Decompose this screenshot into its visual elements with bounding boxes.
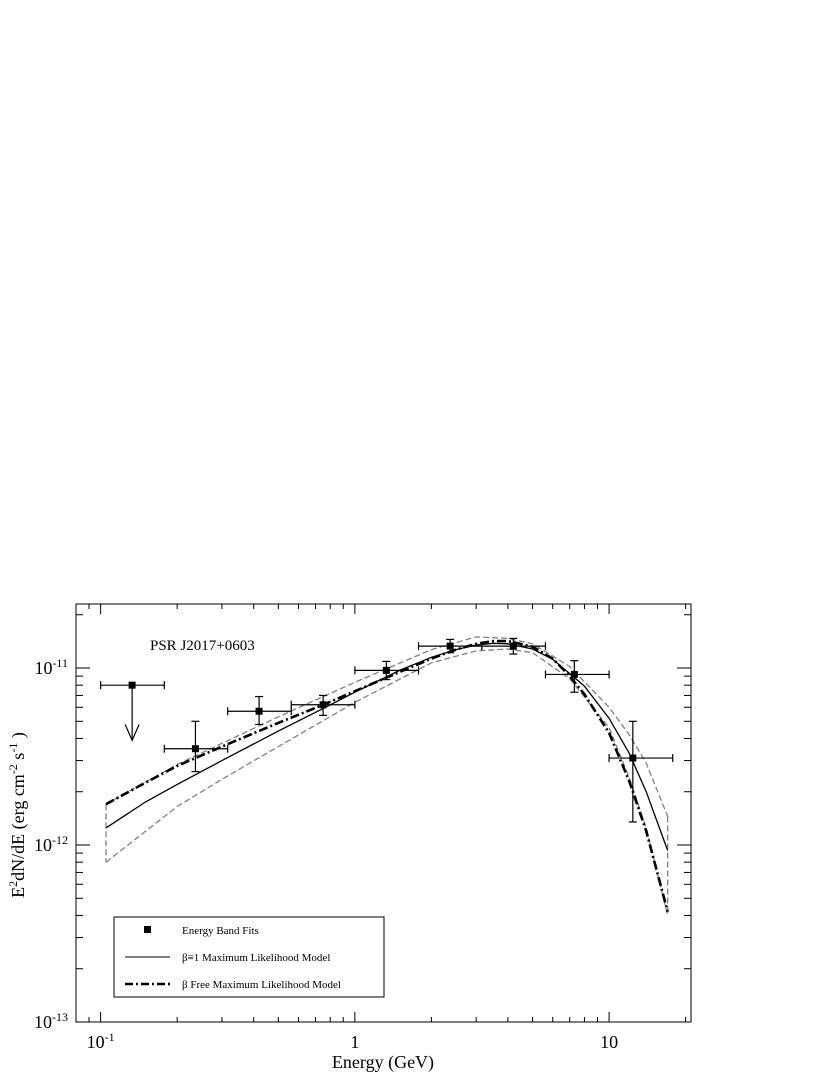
plot-frame xyxy=(75,603,692,1023)
x-tick-label: 1 xyxy=(350,1032,359,1052)
y-axis-label: E2dN/dE (erg cm-2 s-1 ) xyxy=(6,732,29,898)
data-point-marker xyxy=(319,701,327,709)
data-point-marker xyxy=(191,745,199,753)
y-tick-label: 10-12 xyxy=(34,833,68,855)
down-arrow-icon xyxy=(124,724,140,742)
legend-marker-square xyxy=(144,926,151,933)
x-tick-label: 10-1 xyxy=(87,1030,115,1052)
y-tick-label: 10-13 xyxy=(34,1010,68,1032)
legend-label-beta-free: β Free Maximum Likelihood Model xyxy=(182,979,341,991)
energy-band-points xyxy=(100,637,674,823)
data-point-marker xyxy=(255,707,263,715)
source-annotation: PSR J2017+0603 xyxy=(150,638,255,654)
model-curves xyxy=(105,639,669,913)
data-point-marker xyxy=(509,642,517,650)
data-point-marker xyxy=(629,754,637,762)
legend-label-beta-fixed: β≡1 Maximum Likelihood Model xyxy=(182,952,330,964)
data-point-marker xyxy=(570,670,578,678)
data-point-marker xyxy=(446,642,454,650)
band-lower-curve xyxy=(105,648,669,916)
legend: Energy Band Fits β≡1 Maximum Likelihood … xyxy=(113,916,385,998)
y-tick-label: 10-11 xyxy=(34,656,68,678)
x-axis-label: Energy (GeV) xyxy=(332,1052,434,1073)
confidence-band xyxy=(105,636,669,916)
legend-label-band-fits: Energy Band Fits xyxy=(182,925,259,937)
data-point-marker xyxy=(382,666,390,674)
model-curve-beta-free xyxy=(105,639,669,913)
x-tick-label: 10 xyxy=(600,1032,618,1052)
